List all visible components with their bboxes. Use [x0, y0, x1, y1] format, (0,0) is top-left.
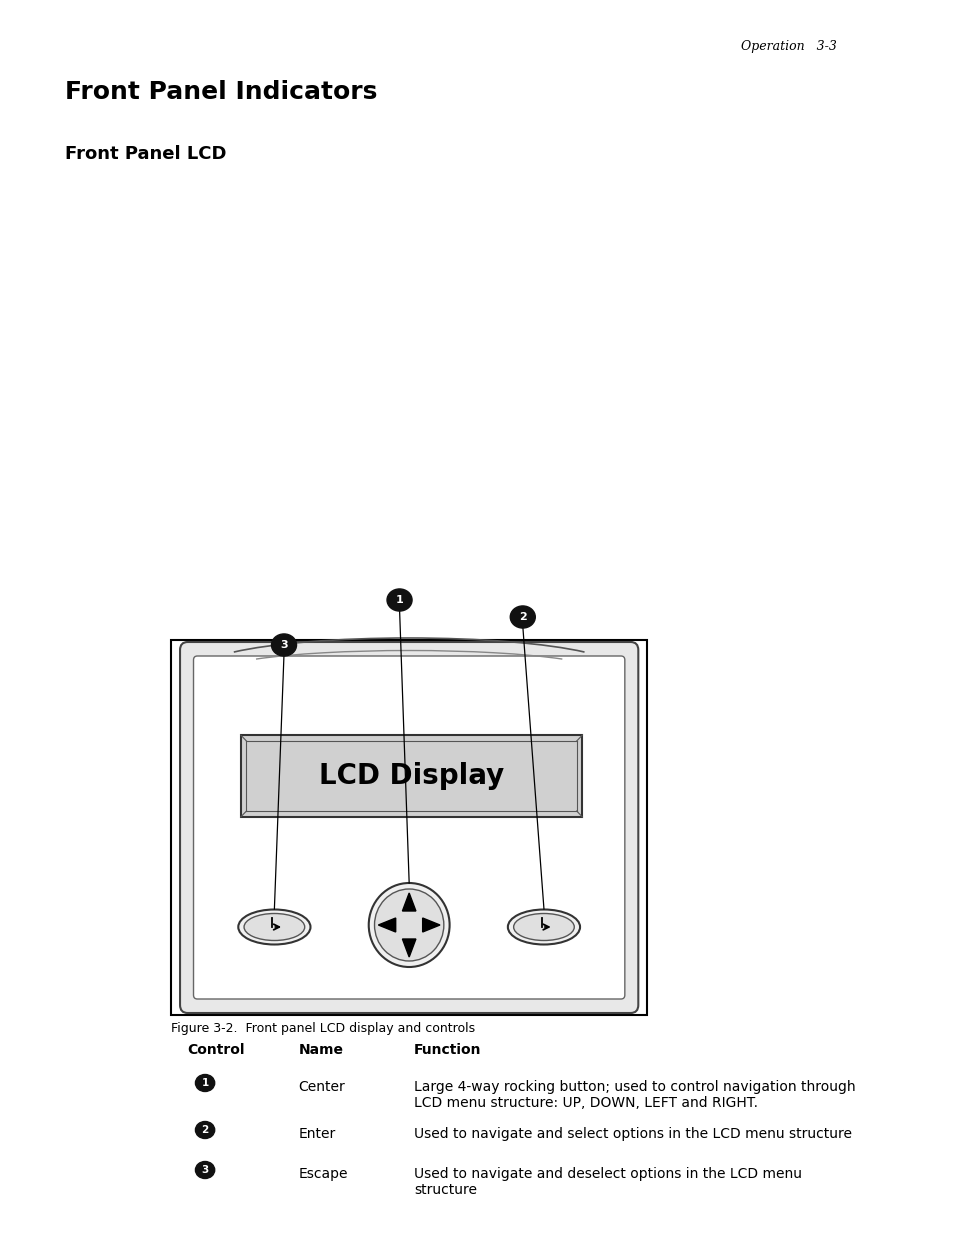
Ellipse shape: [513, 914, 574, 941]
Text: 2: 2: [518, 613, 526, 622]
Text: LCD Display: LCD Display: [318, 762, 504, 790]
Text: Figure 3-2.  Front panel LCD display and controls: Figure 3-2. Front panel LCD display and …: [172, 1023, 475, 1035]
Text: 3: 3: [201, 1165, 209, 1174]
Text: Operation   3-3: Operation 3-3: [740, 40, 837, 53]
Text: Enter: Enter: [298, 1128, 335, 1141]
Text: Used to navigate and select options in the LCD menu structure: Used to navigate and select options in t…: [414, 1128, 851, 1141]
Text: Function: Function: [414, 1044, 481, 1057]
Ellipse shape: [238, 909, 310, 945]
Bar: [240, 735, 582, 818]
Ellipse shape: [510, 606, 535, 629]
Circle shape: [369, 883, 449, 967]
Text: Name: Name: [298, 1044, 343, 1057]
Polygon shape: [402, 939, 416, 957]
FancyBboxPatch shape: [180, 642, 638, 1013]
Circle shape: [375, 889, 443, 961]
Ellipse shape: [272, 634, 296, 656]
Text: Used to navigate and deselect options in the LCD menu
structure: Used to navigate and deselect options in…: [414, 1167, 801, 1197]
Text: Center: Center: [298, 1079, 345, 1094]
Text: 2: 2: [201, 1125, 209, 1135]
Polygon shape: [422, 918, 439, 932]
Ellipse shape: [387, 589, 412, 611]
Text: Escape: Escape: [298, 1167, 348, 1181]
Text: Control: Control: [188, 1044, 245, 1057]
Text: 1: 1: [395, 595, 403, 605]
Polygon shape: [378, 918, 395, 932]
Text: Front Panel Indicators: Front Panel Indicators: [66, 80, 377, 104]
Ellipse shape: [507, 909, 579, 945]
Text: Large 4-way rocking button; used to control navigation through
LCD menu structur: Large 4-way rocking button; used to cont…: [414, 1079, 855, 1110]
Ellipse shape: [195, 1161, 214, 1178]
Polygon shape: [402, 893, 416, 911]
Text: 1: 1: [201, 1078, 209, 1088]
Text: 3: 3: [280, 640, 288, 650]
Ellipse shape: [195, 1074, 214, 1092]
Text: Front Panel LCD: Front Panel LCD: [66, 144, 227, 163]
Ellipse shape: [195, 1121, 214, 1139]
FancyBboxPatch shape: [193, 656, 624, 999]
Ellipse shape: [244, 914, 304, 941]
Bar: [172, 640, 646, 1015]
